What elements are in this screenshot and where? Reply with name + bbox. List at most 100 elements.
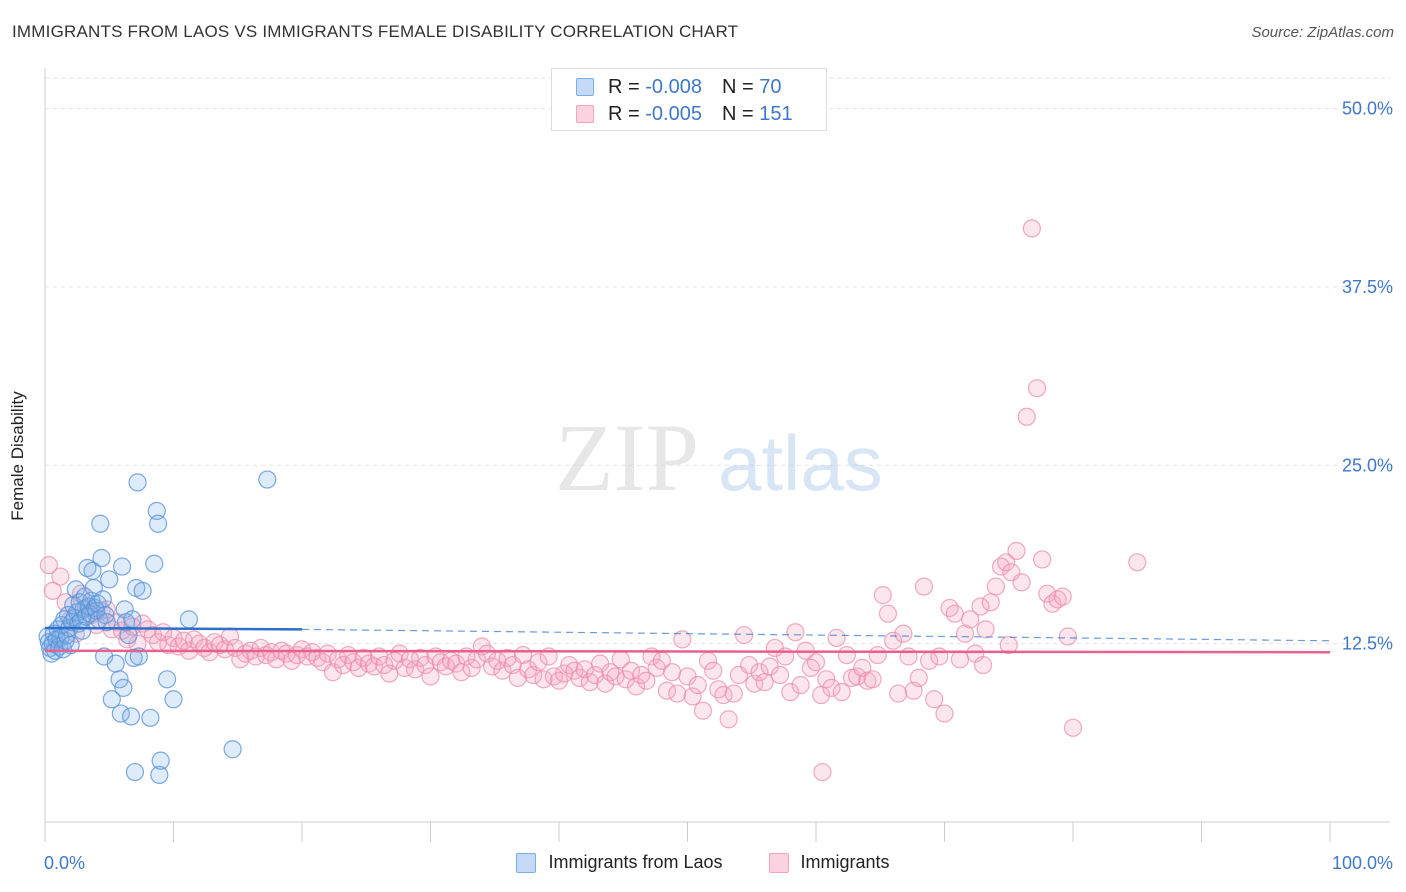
point-immigrants bbox=[719, 710, 738, 729]
point-immigrants bbox=[827, 628, 846, 648]
point-immigrants bbox=[43, 581, 62, 600]
point-immigrants bbox=[405, 660, 425, 679]
point-immigrants bbox=[914, 577, 934, 596]
point-laos bbox=[102, 690, 121, 709]
watermark-zip: ZIP bbox=[555, 404, 699, 511]
legend-swatch-immigrants bbox=[576, 105, 594, 123]
point-immigrants bbox=[806, 653, 826, 672]
point-immigrants bbox=[973, 655, 993, 675]
point-immigrants bbox=[878, 604, 898, 623]
series-laos-points bbox=[38, 470, 277, 785]
point-immigrants bbox=[724, 684, 743, 703]
point-immigrants bbox=[673, 630, 692, 649]
watermark-atlas: atlas bbox=[718, 419, 883, 507]
point-laos bbox=[110, 670, 129, 689]
trend-line-immigrants bbox=[44, 649, 1331, 654]
trend-line-laos-extension bbox=[301, 628, 1331, 642]
point-laos bbox=[121, 707, 141, 726]
point-laos bbox=[129, 647, 148, 666]
point-immigrants bbox=[596, 674, 615, 693]
point-immigrants bbox=[801, 658, 820, 677]
chart-source: Source: ZipAtlas.com bbox=[1251, 24, 1394, 41]
legend-n-value-laos: 70 bbox=[759, 75, 782, 98]
point-laos bbox=[145, 554, 164, 573]
x-tick-label-min: 0.0% bbox=[44, 853, 85, 873]
point-immigrants bbox=[1128, 553, 1147, 572]
point-immigrants bbox=[1033, 550, 1052, 569]
point-immigrants bbox=[1053, 587, 1072, 606]
point-immigrants bbox=[1007, 541, 1026, 560]
point-immigrants bbox=[462, 658, 481, 677]
point-immigrants bbox=[873, 586, 892, 605]
y-tick-label: 37.5% bbox=[1342, 277, 1393, 297]
point-laos bbox=[151, 751, 170, 770]
legend-swatch-laos bbox=[576, 78, 594, 96]
point-laos bbox=[112, 557, 132, 576]
point-laos bbox=[258, 470, 277, 489]
legend-n-value-immigrants: 151 bbox=[759, 102, 793, 125]
point-laos bbox=[61, 635, 80, 655]
legend-label-laos: Immigrants from Laos bbox=[548, 852, 723, 872]
point-immigrants bbox=[832, 683, 851, 702]
point-immigrants bbox=[863, 670, 882, 689]
point-laos bbox=[125, 762, 145, 782]
point-immigrants bbox=[755, 673, 774, 692]
stats-legend: R = -0.008 N = 70 R = -0.005 N = 151 bbox=[551, 68, 827, 131]
series-immigrants-points bbox=[39, 219, 1147, 782]
point-immigrants bbox=[1022, 219, 1041, 238]
point-immigrants bbox=[632, 665, 651, 685]
point-laos bbox=[223, 740, 242, 759]
point-laos bbox=[111, 704, 130, 723]
point-immigrants bbox=[986, 577, 1006, 596]
point-immigrants bbox=[889, 684, 908, 703]
point-immigrants bbox=[349, 658, 368, 677]
point-laos bbox=[128, 473, 147, 492]
point-immigrants bbox=[981, 593, 1000, 612]
legend-row-immigrants: R = -0.005 N = 151 bbox=[576, 103, 793, 125]
point-laos bbox=[123, 610, 142, 629]
point-immigrants bbox=[668, 684, 687, 703]
point-immigrants bbox=[817, 670, 836, 689]
legend-key-immigrants bbox=[768, 852, 789, 873]
point-immigrants bbox=[421, 667, 440, 686]
point-immigrants bbox=[935, 704, 954, 723]
point-immigrants bbox=[519, 660, 538, 679]
point-immigrants bbox=[940, 598, 959, 618]
point-immigrants bbox=[868, 645, 887, 665]
point-immigrants bbox=[375, 655, 394, 675]
point-immigrants bbox=[1063, 718, 1083, 737]
point-immigrants bbox=[813, 762, 832, 782]
point-immigrants bbox=[945, 604, 964, 623]
tick-labels: 12.5% 25.0% 37.5% 50.0% 0.0% 100.0% bbox=[44, 99, 1393, 873]
point-laos bbox=[78, 558, 97, 578]
point-laos bbox=[95, 647, 114, 666]
chart-title: IMMIGRANTS FROM LAOS VS IMMIGRANTS FEMAL… bbox=[12, 22, 739, 41]
point-immigrants bbox=[483, 657, 502, 676]
point-laos bbox=[93, 590, 112, 609]
point-laos bbox=[91, 514, 110, 533]
point-laos bbox=[179, 610, 199, 629]
point-immigrants bbox=[344, 653, 363, 672]
y-tick-label: 50.0% bbox=[1342, 99, 1393, 119]
grid-lines bbox=[45, 77, 1390, 645]
point-immigrants bbox=[770, 665, 790, 685]
y-tick-label: 25.0% bbox=[1342, 455, 1393, 475]
legend-r-label: R = bbox=[608, 102, 640, 125]
point-immigrants bbox=[1038, 584, 1057, 603]
point-immigrants bbox=[894, 624, 913, 643]
series-legend: Immigrants from Laos Immigrants bbox=[0, 852, 1406, 873]
point-laos bbox=[157, 670, 177, 689]
point-immigrants bbox=[626, 677, 646, 696]
point-immigrants bbox=[334, 655, 353, 675]
point-immigrants bbox=[971, 597, 990, 616]
point-immigrants bbox=[961, 610, 980, 629]
legend-key-laos bbox=[516, 852, 537, 873]
legend-item-laos: Immigrants from Laos bbox=[516, 852, 723, 873]
point-immigrants bbox=[662, 663, 682, 682]
point-immigrants bbox=[704, 661, 723, 680]
point-laos bbox=[96, 605, 115, 625]
point-immigrants bbox=[997, 553, 1016, 572]
point-laos bbox=[106, 654, 125, 673]
point-immigrants bbox=[390, 644, 409, 663]
